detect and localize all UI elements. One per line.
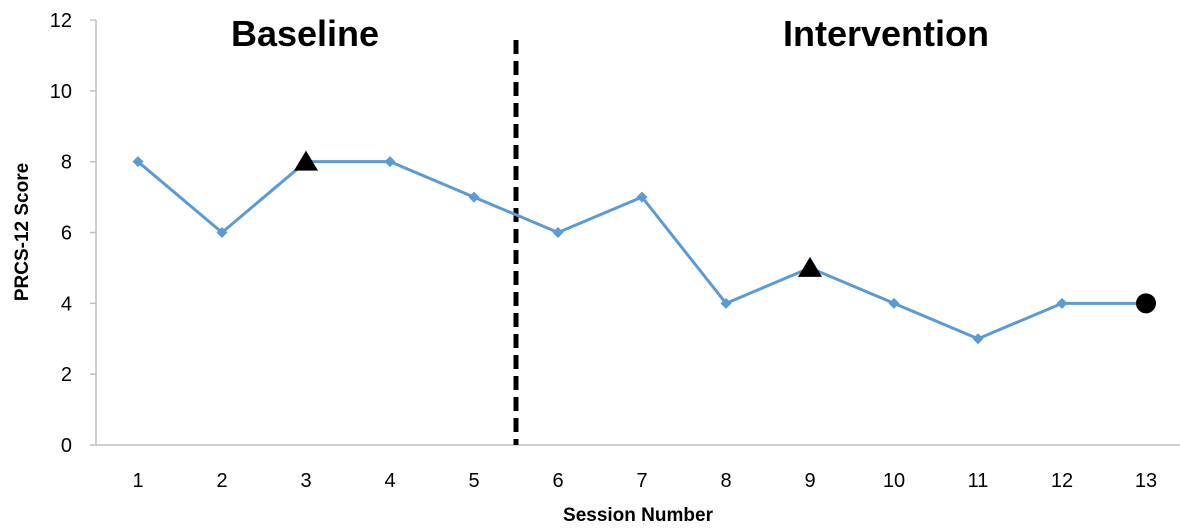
series-line: [137, 160, 1146, 341]
x-tick-label: 3: [300, 470, 311, 492]
data-point: [552, 227, 564, 238]
circle-marker: [1136, 293, 1156, 314]
y-tick-label: 10: [50, 81, 72, 103]
x-tick-label: 7: [636, 470, 647, 492]
x-tick-label: 13: [1135, 470, 1157, 492]
y-tick-label: 6: [61, 223, 72, 245]
labels: Baseline Intervention Session Number PRC…: [12, 13, 989, 526]
x-tick-label: 5: [468, 470, 479, 492]
x-tick-label: 1: [132, 470, 143, 492]
data-point: [636, 191, 648, 203]
data-point: [720, 297, 732, 309]
x-tick-label: 6: [552, 470, 563, 492]
series: [132, 156, 1152, 345]
x-tick-label: 10: [883, 470, 905, 492]
y-tick-label: 2: [61, 364, 72, 386]
special-markers: [294, 150, 1156, 314]
phase-label-baseline: Baseline: [231, 13, 379, 54]
data-point: [132, 156, 144, 168]
data-point: [216, 227, 228, 238]
data-point: [384, 156, 396, 168]
x-tick-label: 8: [720, 470, 731, 492]
y-tick-label: 8: [61, 152, 72, 174]
data-point: [888, 297, 900, 309]
y-tick-label: 0: [61, 435, 72, 457]
x-tick-label: 11: [968, 470, 989, 492]
data-point: [972, 333, 984, 345]
data-point: [1056, 297, 1068, 309]
y-axis-title: PRCS-12 Score: [12, 163, 33, 301]
x-tick-label: 4: [384, 470, 395, 492]
x-tick-label: 9: [804, 470, 815, 492]
triangle-marker: [798, 256, 822, 277]
data-point: [468, 191, 480, 203]
triangle-marker: [294, 150, 318, 171]
phase-label-intervention: Intervention: [783, 13, 989, 54]
y-tick-label: 12: [50, 10, 72, 32]
y-tick-label: 4: [61, 293, 72, 315]
x-tick-label: 12: [1051, 470, 1073, 492]
x-axis-title: Session Number: [563, 505, 714, 526]
x-tick-label: 2: [216, 470, 227, 492]
